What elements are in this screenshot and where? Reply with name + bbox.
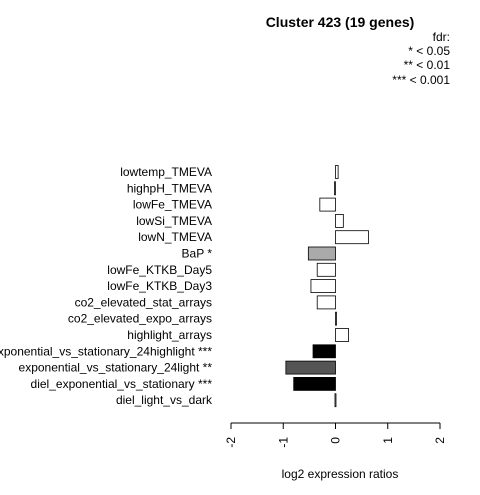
bar-12 xyxy=(312,344,336,359)
x-axis: -2 -1 0 1 2 xyxy=(224,422,447,448)
category-label-3: lowFe_TMEVA xyxy=(133,198,212,212)
bar-3 xyxy=(319,197,336,212)
category-label-5: lowN_TMEVA xyxy=(138,230,212,244)
category-label-8: lowFe_KTKB_Day3 xyxy=(107,279,212,293)
x-tick-label-3: 0 xyxy=(329,437,343,444)
category-label-15: diel_light_vs_dark xyxy=(116,393,213,407)
legend-entry-2: ** < 0.01 xyxy=(404,58,451,72)
legend: fdr: * < 0.05 ** < 0.01 *** < 0.001 xyxy=(392,30,450,87)
chart-title: Cluster 423 (19 genes) xyxy=(266,14,415,30)
bar-5 xyxy=(335,230,369,245)
bar-9 xyxy=(316,295,336,310)
legend-title: fdr: xyxy=(433,30,450,44)
bar-7 xyxy=(316,262,336,277)
x-axis-label: log2 expression ratios xyxy=(282,467,399,481)
legend-entry-3: *** < 0.001 xyxy=(392,73,450,87)
category-label-1: lowtemp_TMEVA xyxy=(120,165,212,179)
bar-6 xyxy=(307,246,336,261)
legend-entry-1: * < 0.05 xyxy=(408,44,450,58)
bar-11 xyxy=(335,328,349,342)
x-tick-label-2: -1 xyxy=(276,437,290,448)
bar-2 xyxy=(334,181,336,196)
category-label-2: highpH_TMEVA xyxy=(127,181,212,195)
category-label-14: diel_exponential_vs_stationary *** xyxy=(31,377,213,391)
category-label-13: exponential_vs_stationary_24light ** xyxy=(19,361,213,375)
bar-1 xyxy=(335,165,339,179)
category-label-6: BaP * xyxy=(182,247,213,261)
bar-14 xyxy=(293,376,336,391)
x-tick-label-4: 1 xyxy=(381,437,395,444)
category-label-10: co2_elevated_expo_arrays xyxy=(68,312,212,326)
bar-8 xyxy=(310,279,336,294)
category-label-4: lowSi_TMEVA xyxy=(136,214,212,228)
category-label-12: exponential_vs_stationary_24highlight **… xyxy=(0,344,212,358)
bar-10 xyxy=(335,311,337,326)
bars-group xyxy=(285,165,369,408)
x-tick-label-5: 2 xyxy=(433,437,447,444)
category-label-7: lowFe_KTKB_Day5 xyxy=(107,263,212,277)
x-tick-label-1: -2 xyxy=(224,437,238,448)
category-label-9: co2_elevated_stat_arrays xyxy=(75,295,212,309)
bar-13 xyxy=(285,360,336,375)
bar-15 xyxy=(334,393,337,408)
category-labels: lowtemp_TMEVA highpH_TMEVA lowFe_TMEVA lowS… xyxy=(0,165,213,407)
category-label-11: highlight_arrays xyxy=(127,328,212,342)
bar-4 xyxy=(335,213,344,228)
